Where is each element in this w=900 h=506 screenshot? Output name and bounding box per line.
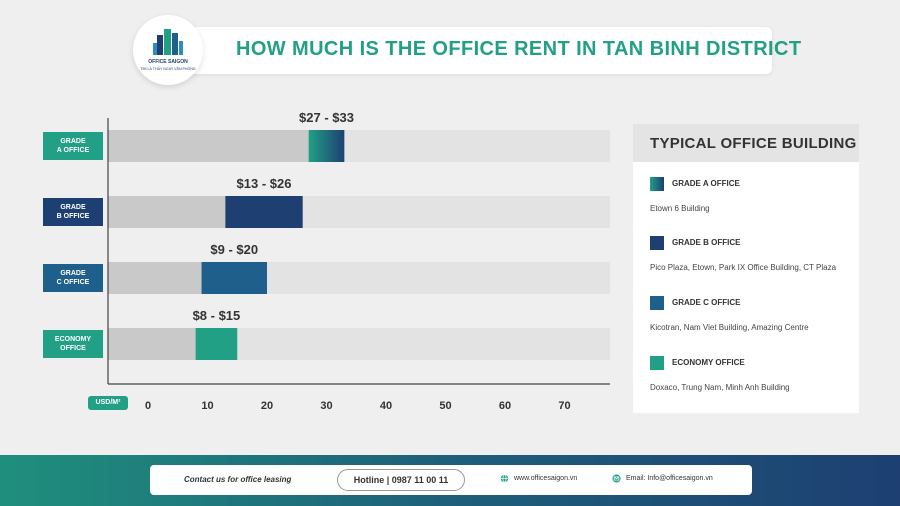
legend-item-desc: Etown 6 Building	[650, 204, 710, 213]
email-icon	[612, 474, 621, 483]
legend-swatch	[650, 356, 664, 370]
x-tick-label: 0	[145, 400, 151, 412]
legend-title: TYPICAL OFFICE BUILDING	[650, 135, 857, 152]
logo-name: OFFICE SAIGON	[148, 59, 188, 65]
category-label-box	[43, 330, 103, 358]
title-bar	[165, 27, 772, 74]
category-label: C OFFICE	[57, 279, 90, 286]
logo: OFFICE SAIGON TÌM LÀ THẤY NGAY VĂN PHÒNG	[133, 15, 203, 85]
bar-range-0	[308, 130, 345, 162]
category-label-box	[43, 264, 103, 292]
website-link[interactable]: www.officesaigon.vn	[514, 475, 578, 482]
bar-value-label: $9 - $20	[210, 242, 258, 257]
footer-contact-text: Contact us for office leasing	[184, 475, 292, 484]
x-tick-label: 30	[320, 400, 332, 412]
legend-item-name: ECONOMY OFFICE	[672, 358, 745, 367]
building-logo-icon	[153, 29, 183, 55]
x-tick-label: 70	[558, 400, 570, 412]
legend-item-desc: Doxaco, Trung Nam, Minh Anh Building	[650, 383, 790, 392]
category-label: GRADE	[60, 138, 86, 145]
category-label: GRADE	[60, 204, 86, 211]
x-tick-label: 20	[261, 400, 273, 412]
bar-base	[108, 328, 196, 360]
bar-base	[108, 130, 309, 162]
x-tick-label: 10	[201, 400, 213, 412]
x-tick-label: 40	[380, 400, 392, 412]
bar-value-label: $27 - $33	[299, 110, 354, 125]
legend-panel: TYPICAL OFFICE BUILDING GRADE A OFFICE E…	[633, 124, 859, 413]
bar-value-label: $8 - $15	[193, 308, 241, 323]
bar-base	[108, 196, 226, 228]
legend-item-name: GRADE C OFFICE	[672, 298, 741, 307]
hotline-button[interactable]: Hotline | 0987 11 00 11	[337, 469, 465, 491]
x-tick-label: 50	[439, 400, 451, 412]
bar-range-1	[225, 196, 303, 228]
legend-swatch	[650, 296, 664, 310]
legend-swatch	[650, 236, 664, 250]
logo-tagline: TÌM LÀ THẤY NGAY VĂN PHÒNG	[140, 67, 196, 71]
legend-item-name: GRADE A OFFICE	[672, 179, 740, 188]
page-title: HOW MUCH IS THE OFFICE RENT IN TAN BINH …	[236, 38, 802, 60]
category-label: B OFFICE	[57, 213, 90, 220]
category-label: ECONOMY	[55, 336, 92, 343]
category-label: OFFICE	[60, 345, 86, 352]
x-unit-badge: USD/M²	[88, 396, 128, 410]
legend-header: TYPICAL OFFICE BUILDING	[633, 124, 859, 162]
legend-item-name: GRADE B OFFICE	[672, 238, 741, 247]
x-tick-label: 60	[499, 400, 511, 412]
category-label: A OFFICE	[57, 147, 90, 154]
bar-value-label: $13 - $26	[237, 176, 292, 191]
legend-item-desc: Pico Plaza, Etown, Park IX Office Buildi…	[650, 263, 837, 272]
bar-range-2	[201, 262, 267, 294]
category-label-box	[43, 132, 103, 160]
category-label-box	[43, 198, 103, 226]
globe-icon	[500, 474, 509, 483]
legend-item-desc: Kicotran, Nam Viet Building, Amazing Cen…	[650, 323, 809, 332]
legend-swatch	[650, 177, 664, 191]
email-link[interactable]: Email: Info@officesaigon.vn	[626, 475, 713, 482]
bar-range-3	[195, 328, 238, 360]
category-label: GRADE	[60, 270, 86, 277]
bar-base	[108, 262, 202, 294]
